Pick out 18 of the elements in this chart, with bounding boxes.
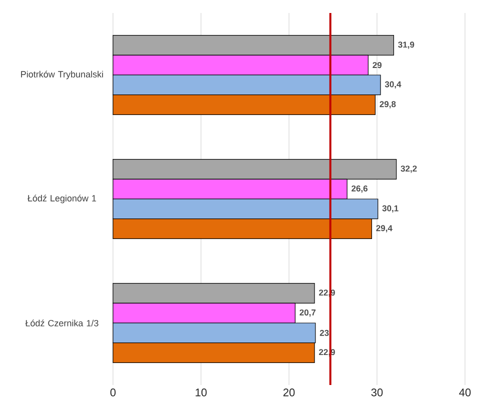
data-label: 30,1 — [382, 205, 398, 213]
y-tick-label: Piotrków Trybunalski — [21, 70, 103, 80]
data-label: 29 — [372, 62, 382, 68]
x-tick-label: 10 — [196, 388, 207, 396]
x-tick-label: 30 — [371, 388, 383, 396]
data-label: 31,9 — [398, 42, 414, 49]
y-tick-label: Łódź Legionów 1 — [28, 194, 96, 204]
x-tick-label: 0 — [110, 388, 116, 396]
data-label: 29,4 — [376, 225, 392, 232]
data-label: 32,2 — [400, 166, 417, 173]
y-tick-label: Łódź Czernika 1/3 — [25, 320, 98, 326]
x-tick-label: 20 — [283, 388, 295, 396]
data-label: 26,6 — [352, 185, 368, 193]
data-label: 30,4 — [384, 81, 402, 89]
x-tick-label: 40 — [459, 388, 471, 396]
data-label: 20,7 — [300, 309, 316, 317]
data-label: 23 — [320, 330, 329, 336]
data-label: 29,8 — [380, 101, 396, 108]
